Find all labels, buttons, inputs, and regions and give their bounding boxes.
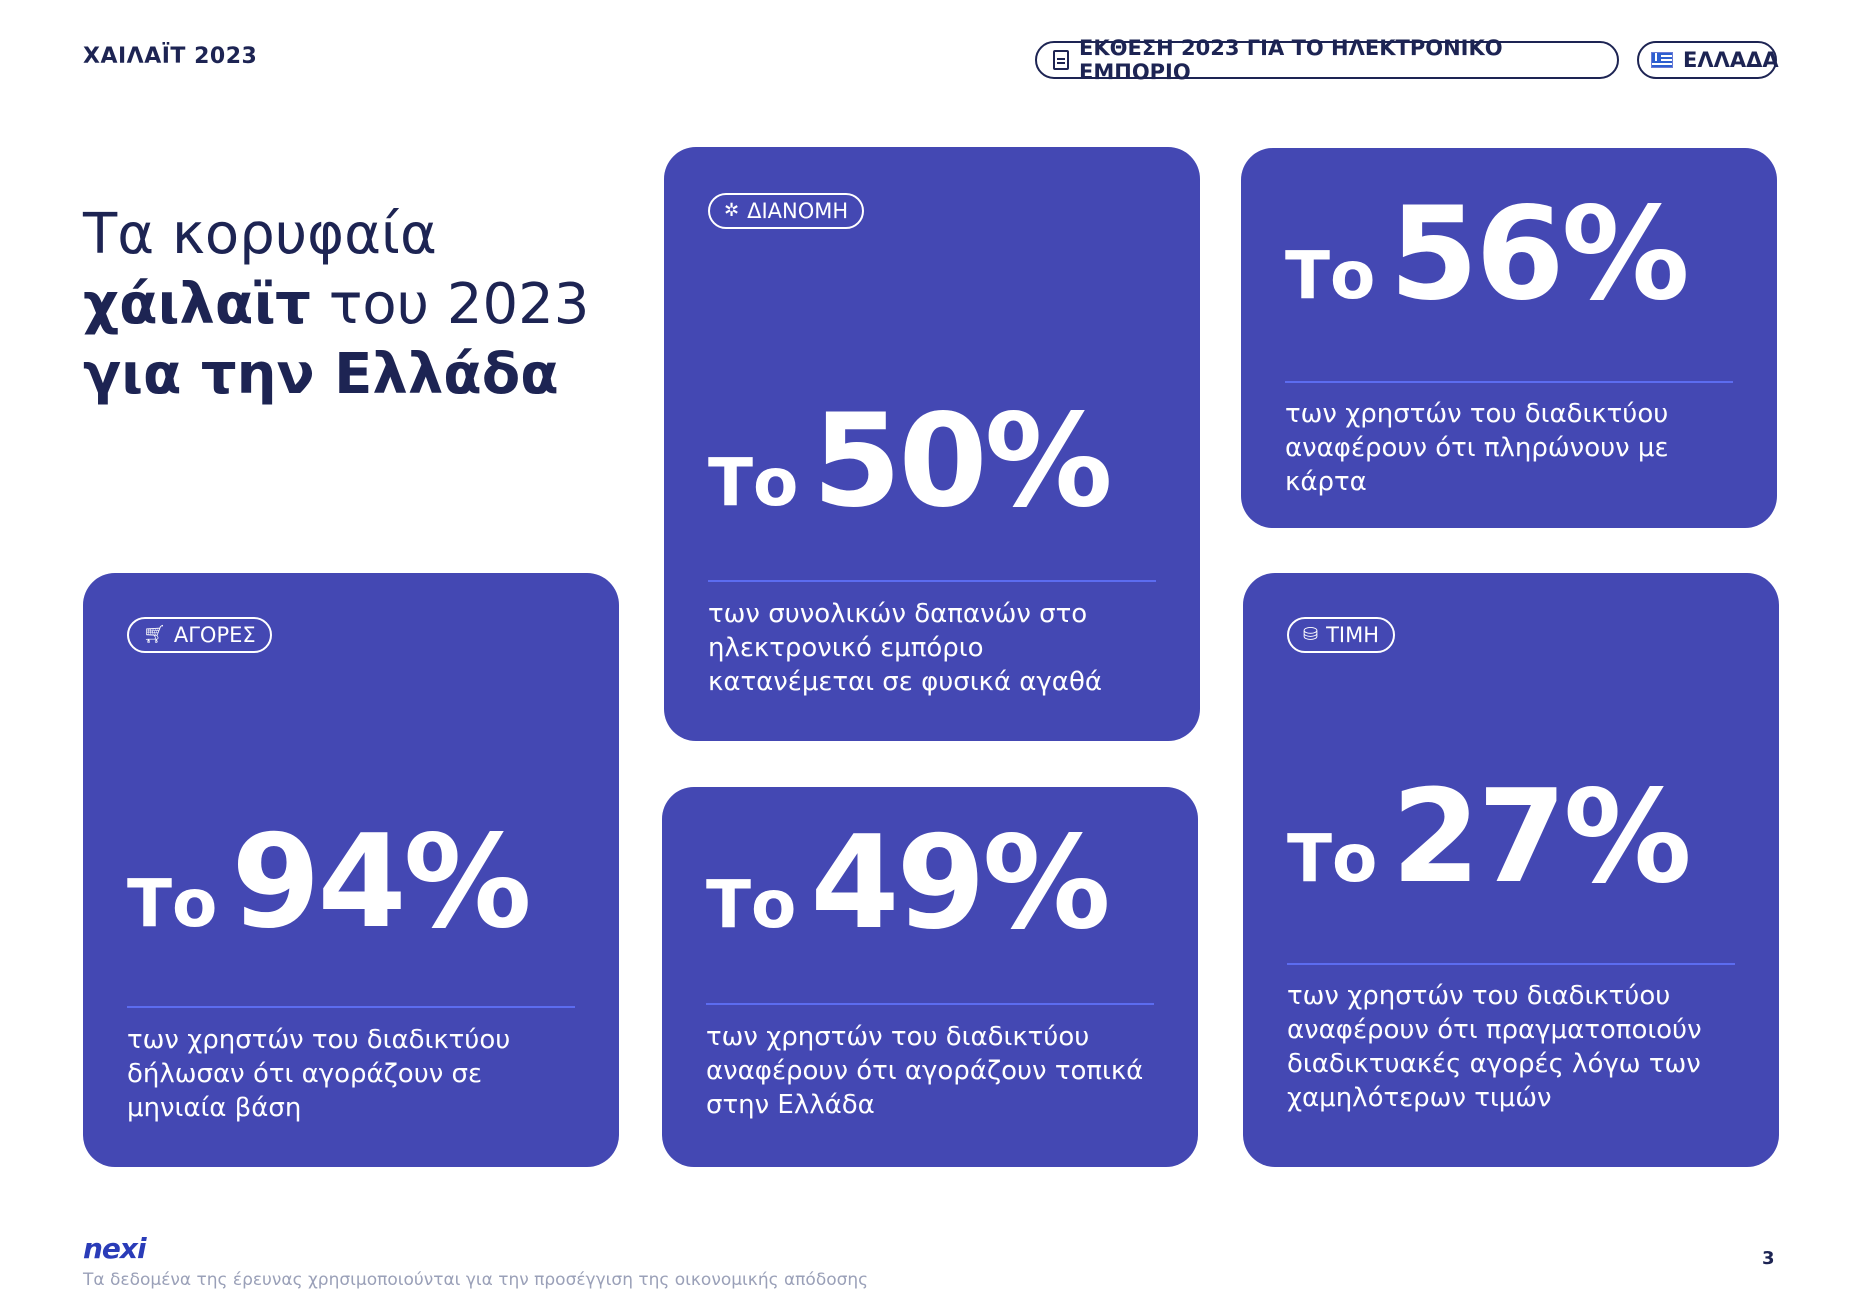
- stat-purchases: Το 94%: [127, 808, 532, 957]
- tag-price-label: ΤΙΜΗ: [1326, 623, 1380, 647]
- stat-value: 50%: [812, 387, 1112, 536]
- footnote: Τα δεδομένα της έρευνας χρησιμοποιούνται…: [83, 1270, 869, 1290]
- stat-card-payment: Το 56%: [1285, 180, 1690, 329]
- stat-prefix: Το: [127, 865, 218, 942]
- divider: [1285, 381, 1733, 383]
- greek-flag-icon: [1651, 52, 1673, 68]
- stat-prefix: Το: [1285, 237, 1376, 314]
- stat-description: των συνολικών δαπανών στο ηλεκτρονικό εμ…: [708, 599, 1102, 697]
- tag-purchases-label: ΑΓΟΡΕΣ: [173, 623, 256, 647]
- stat-local: Το 49%: [706, 809, 1111, 958]
- headline-line2-rest: του 2023: [310, 272, 590, 337]
- divider: [708, 580, 1156, 582]
- stat-value: 56%: [1389, 180, 1689, 329]
- tag-distribution-label: ΔΙΑΝΟΜΗ: [747, 199, 849, 223]
- coins-icon: ⛁: [1303, 624, 1319, 645]
- page-number: 3: [1762, 1248, 1775, 1269]
- card-purchases: 🛒︎ ΑΓΟΡΕΣ Το 94% των χρηστών του διαδικτ…: [83, 573, 619, 1167]
- divider: [1287, 963, 1735, 965]
- country-pill[interactable]: ΕΛΛΑΔΑ: [1637, 41, 1779, 79]
- stat-description: των χρηστών του διαδικτύου αναφέρουν ότι…: [1287, 981, 1702, 1113]
- tag-distribution: ✲ ΔΙΑΝΟΜΗ: [708, 193, 865, 229]
- report-pill[interactable]: ΕΚΘΕΣΗ 2023 ΓΙΑ ΤΟ ΗΛΕΚΤΡΟΝΙΚΟ ΕΜΠΟΡΙΟ: [1035, 36, 1619, 84]
- card-distribution: ✲ ΔΙΑΝΟΜΗ Το 50% των συνολικών δαπανών σ…: [664, 147, 1200, 741]
- stat-description: των χρηστών του διαδικτύου αναφέρουν ότι…: [1285, 399, 1669, 497]
- stat-value: 49%: [810, 809, 1110, 958]
- card-price: ⛁ ΤΙΜΗ Το 27% των χρηστών του διαδικτύου…: [1243, 573, 1779, 1167]
- document-icon: [1053, 50, 1069, 70]
- tag-purchases: 🛒︎ ΑΓΟΡΕΣ: [127, 617, 272, 653]
- shopping-cart-icon: 🛒︎: [143, 624, 166, 645]
- headline-line3: για την Ελλάδα: [83, 342, 559, 407]
- report-brand-title: ΧΑΙΛΑΪΤ 2023: [83, 44, 258, 69]
- stat-description: των χρηστών του διαδικτύου δήλωσαν ότι α…: [127, 1025, 511, 1123]
- stat-price: Το 27%: [1287, 763, 1692, 912]
- network-icon: ✲: [724, 200, 740, 221]
- country-pill-label: ΕΛΛΑΔΑ: [1683, 48, 1779, 72]
- stat-prefix: Το: [708, 444, 799, 521]
- tag-price: ⛁ ΤΙΜΗ: [1287, 617, 1396, 653]
- report-pill-label: ΕΚΘΕΣΗ 2023 ΓΙΑ ΤΟ ΗΛΕΚΤΡΟΝΙΚΟ ΕΜΠΟΡΙΟ: [1079, 36, 1503, 84]
- card-local: Το 49% των χρηστών του διαδικτύου αναφέρ…: [662, 787, 1198, 1167]
- nexi-logo: nexi: [83, 1232, 147, 1265]
- stat-value: 94%: [231, 808, 531, 957]
- stat-distribution: Το 50%: [708, 387, 1113, 536]
- divider: [706, 1003, 1154, 1005]
- page-headline: Τα κορυφαία χάιλαϊτ του 2023 για την Ελλ…: [83, 200, 589, 410]
- divider: [127, 1006, 575, 1008]
- stat-prefix: Το: [1287, 820, 1378, 897]
- stat-value: 27%: [1391, 763, 1691, 912]
- headline-line2-bold: χάιλαϊτ: [83, 272, 311, 337]
- card-card-payment: Το 56% των χρηστών του διαδικτύου αναφέρ…: [1241, 148, 1777, 528]
- stat-prefix: Το: [706, 866, 797, 943]
- stat-description: των χρηστών του διαδικτύου αναφέρουν ότι…: [706, 1022, 1144, 1120]
- headline-line1: Τα κορυφαία: [83, 202, 437, 267]
